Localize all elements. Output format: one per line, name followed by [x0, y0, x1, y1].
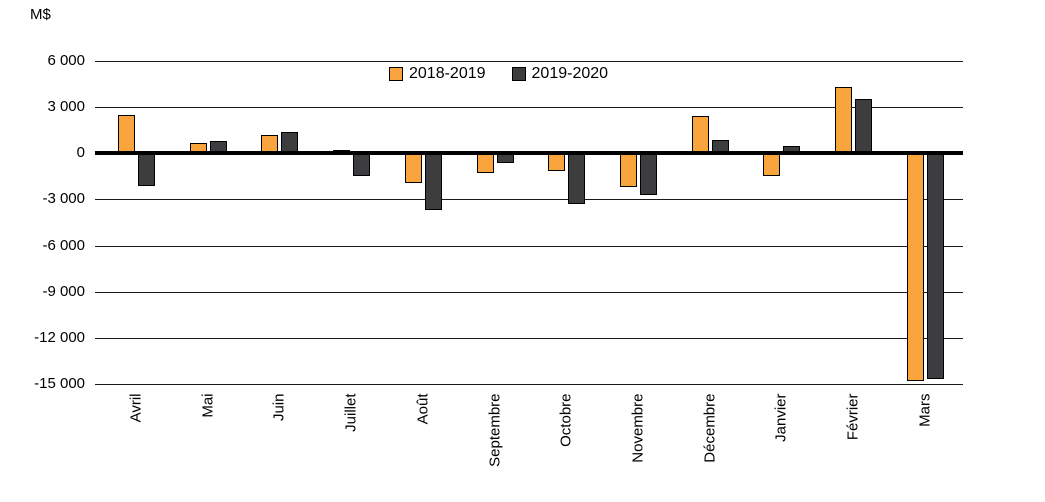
gridline--6000	[95, 245, 963, 247]
bar-2019-2020-Mars	[926, 153, 944, 380]
y-tick-label-3000: 3 000	[47, 98, 85, 116]
x-axis-label-Novembre: Novembre	[629, 393, 647, 463]
bar-2018-2019-Décembre	[691, 115, 709, 154]
bar-2018-2019-Novembre	[619, 153, 637, 188]
legend-item-2018-2019: 2018-2019	[389, 65, 486, 83]
y-tick-label-6000: 6 000	[47, 52, 85, 69]
legend-label-2018-2019: 2018-2019	[409, 65, 486, 82]
bar-2018-2019-Avril	[118, 114, 135, 154]
y-tick-label--3000: -3 000	[42, 190, 85, 208]
x-axis-label-Février: Février	[844, 393, 862, 440]
gridline-3000	[95, 107, 963, 109]
value-axis-title: M$	[30, 6, 51, 23]
y-tick-label--9000: -9 000	[42, 282, 85, 300]
legend-swatch-2019-2020	[511, 67, 526, 81]
bar-2019-2020-Juillet	[353, 153, 371, 177]
bar-2018-2019-Septembre	[476, 153, 494, 174]
x-axis: Avril Mai Juin Juillet Août Septembre Octobre N…	[95, 393, 963, 502]
bar-2019-2020-Février	[855, 98, 872, 154]
legend: 2018-2019 2019-2020	[389, 65, 608, 83]
gridline--9000	[95, 291, 963, 293]
x-axis-label-Octobre: Octobre	[557, 393, 575, 447]
gridline-6000	[95, 61, 963, 62]
x-axis-label-Janvier: Janvier	[772, 393, 790, 442]
bar-2018-2019-Octobre	[548, 153, 566, 171]
x-axis-label-Mars: Mars	[916, 393, 934, 427]
y-tick-label-0: 0	[76, 144, 85, 162]
legend-swatch-2018-2019	[389, 67, 403, 81]
gridline--12000	[95, 337, 963, 339]
bar-2019-2020-Juin	[281, 131, 299, 154]
bar-2018-2019-Août	[404, 153, 422, 183]
x-axis-label-Avril: Avril	[127, 393, 145, 422]
x-axis-label-Mai: Mai	[199, 393, 217, 418]
y-tick-label--15000: -15 000	[34, 375, 85, 392]
gridline--3000	[95, 199, 963, 201]
zero-line	[95, 151, 963, 156]
bar-2018-2019-Mars	[906, 153, 924, 381]
x-axis-label-Septembre: Septembre	[486, 393, 503, 467]
x-axis-label-Août: Août	[414, 393, 432, 424]
bar-2018-2019-Janvier	[763, 153, 781, 177]
y-tick-label--6000: -6 000	[42, 236, 85, 254]
gridline--15000	[95, 384, 963, 385]
x-axis-label-Juillet: Juillet	[342, 393, 360, 432]
legend-item-2019-2020: 2019-2020	[511, 65, 609, 83]
plot-area: 2018-2019 2019-2020	[95, 61, 963, 385]
y-tick-label--12000: -12 000	[34, 328, 85, 346]
bar-2019-2020-Octobre	[568, 153, 586, 205]
x-axis-label-Décembre: Décembre	[701, 393, 719, 463]
y-axis: 6 000 3 000 0 -3 000 -6 000 -9 000 -12 000 -15 …	[0, 52, 86, 392]
x-axis-label-Juin: Juin	[270, 393, 288, 421]
bar-2019-2020-Août	[424, 153, 442, 211]
bar-2019-2020-Novembre	[639, 153, 657, 195]
legend-label-2019-2020: 2019-2020	[531, 65, 609, 82]
bar-2019-2020-Avril	[138, 153, 155, 187]
bar-2018-2019-Février	[835, 87, 852, 154]
